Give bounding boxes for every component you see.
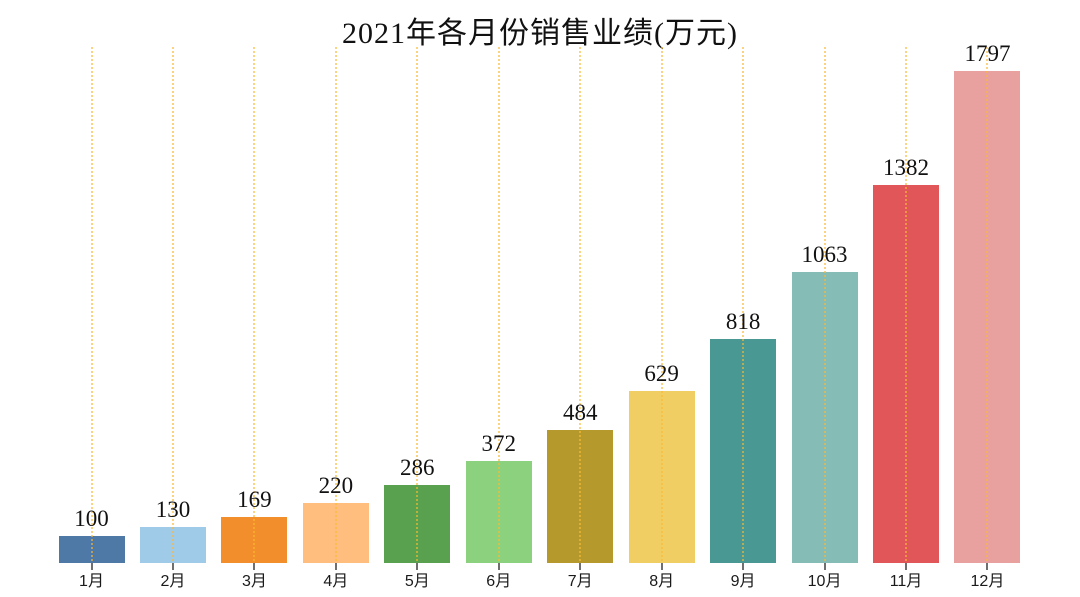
bar-value-label: 286 bbox=[400, 455, 435, 480]
x-axis-label: 11月 bbox=[889, 573, 923, 590]
x-axis-label: 10月 bbox=[807, 573, 842, 590]
x-axis-label: 12月 bbox=[970, 573, 1005, 590]
x-axis-tick bbox=[905, 563, 907, 570]
x-axis-tick bbox=[497, 563, 500, 570]
vertical-gridline bbox=[986, 47, 989, 563]
bar-value-label: 1063 bbox=[801, 242, 848, 267]
vertical-gridline bbox=[416, 47, 419, 563]
vertical-gridline bbox=[497, 47, 500, 563]
bar-value-label: 372 bbox=[481, 431, 517, 456]
vertical-gridline bbox=[742, 47, 745, 563]
x-axis-label: 2月 bbox=[160, 573, 186, 590]
x-axis-label: 5月 bbox=[404, 573, 430, 590]
x-axis-tick bbox=[90, 563, 93, 570]
x-axis-label: 8月 bbox=[649, 573, 675, 590]
bar-value-label: 629 bbox=[644, 361, 679, 386]
x-axis-tick bbox=[660, 563, 663, 570]
bar-value-label: 484 bbox=[562, 400, 598, 425]
x-axis-tick bbox=[742, 563, 745, 570]
x-axis-label: 9月 bbox=[730, 573, 756, 590]
x-axis-tick bbox=[986, 563, 989, 570]
bar-value-label: 1382 bbox=[883, 155, 929, 180]
vertical-gridline bbox=[905, 47, 907, 563]
x-axis-tick bbox=[334, 563, 337, 570]
bar-value-label: 818 bbox=[725, 309, 761, 334]
x-axis-tick bbox=[171, 563, 174, 570]
x-axis-tick bbox=[579, 563, 582, 570]
bar-value-label: 1797 bbox=[964, 41, 1011, 66]
x-axis-label: 4月 bbox=[323, 573, 349, 590]
x-axis-tick bbox=[416, 563, 419, 570]
vertical-gridline bbox=[253, 47, 256, 563]
x-axis-tick bbox=[823, 563, 826, 570]
vertical-gridline bbox=[579, 47, 582, 563]
bar-value-label: 169 bbox=[237, 487, 272, 512]
x-axis-label: 1月 bbox=[79, 573, 104, 590]
x-axis-label: 3月 bbox=[241, 573, 267, 590]
x-axis-label: 7月 bbox=[567, 573, 593, 590]
chart-title: 2021年各月份销售业绩(万元) bbox=[342, 17, 738, 50]
x-axis-label: 6月 bbox=[486, 573, 512, 590]
bar-value-label: 130 bbox=[155, 497, 191, 522]
vertical-gridline bbox=[823, 47, 826, 563]
bar-value-label: 220 bbox=[318, 473, 354, 498]
vertical-gridline bbox=[171, 47, 174, 563]
vertical-gridline bbox=[90, 47, 93, 563]
x-axis-tick bbox=[253, 563, 256, 570]
vertical-gridline bbox=[660, 47, 663, 563]
vertical-gridline bbox=[334, 47, 337, 563]
bar-value-label: 100 bbox=[74, 506, 109, 531]
